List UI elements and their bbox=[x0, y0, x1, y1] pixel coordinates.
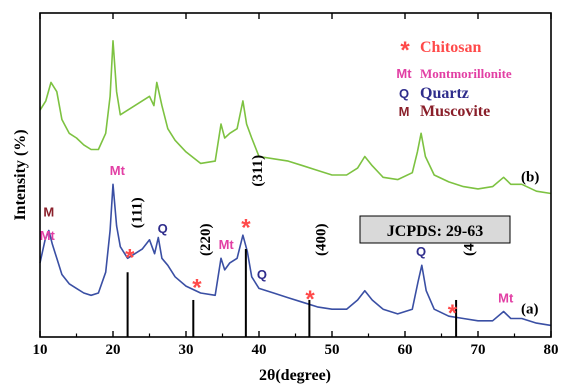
series-label-a: (a) bbox=[521, 301, 539, 317]
peak-marker: * bbox=[448, 300, 458, 327]
peak-marker: Mt bbox=[498, 290, 514, 305]
series-layer bbox=[39, 39, 552, 327]
legend-symbol: Q bbox=[399, 86, 409, 101]
jcpds-box-background bbox=[359, 215, 511, 244]
legend-symbol: Mt bbox=[396, 66, 412, 81]
x-tick-label: 80 bbox=[544, 342, 559, 358]
x-tick-label: 60 bbox=[398, 342, 413, 358]
x-tick-label: 10 bbox=[33, 342, 48, 358]
peak-marker: Q bbox=[158, 221, 168, 236]
peak-marker: Mt bbox=[219, 237, 235, 252]
peak-markers-layer: M Mt Mt * Q * Mt * Q * Q * Mt bbox=[40, 163, 514, 327]
y-axis-title: Intensity (%) bbox=[12, 129, 29, 220]
peak-marker: Q bbox=[257, 267, 267, 282]
series-label-b: (b) bbox=[521, 170, 539, 186]
legend-label: Montmorillonite bbox=[420, 66, 512, 81]
x-tick-label: 20 bbox=[106, 342, 121, 358]
x-tick-label: 40 bbox=[252, 342, 267, 358]
peak-marker: * bbox=[241, 214, 251, 241]
peak-marker: * bbox=[305, 286, 315, 313]
legend-symbol: M bbox=[399, 104, 410, 119]
jcpds-box: JCPDS: 29-63 bbox=[359, 215, 511, 244]
legend-label: Chitosan bbox=[420, 39, 481, 56]
peak-marker: M bbox=[43, 205, 54, 220]
jcpds-label: JCPDS: 29-63 bbox=[387, 223, 483, 240]
series-labels: (b) (a) bbox=[521, 170, 539, 318]
hkl-label: (111) bbox=[129, 197, 145, 228]
legend-symbol: * bbox=[400, 37, 410, 64]
legend: * Chitosan Mt Montmorillonite Q Quartz M Muscov… bbox=[396, 37, 512, 120]
hkl-label: (311) bbox=[250, 155, 266, 187]
x-tick-label: 50 bbox=[325, 342, 340, 358]
reference-lines-layer bbox=[126, 249, 458, 337]
x-axis-title: 2θ(degree) bbox=[259, 367, 331, 384]
legend-label: Muscovite bbox=[420, 103, 490, 120]
peak-marker: Q bbox=[416, 244, 426, 259]
x-axis-ticks: 10 20 30 40 50 60 70 80 bbox=[33, 13, 559, 358]
hkl-label: (400) bbox=[313, 224, 329, 257]
x-tick-label: 70 bbox=[471, 342, 486, 358]
peak-marker: Mt bbox=[40, 228, 56, 243]
peak-marker: Mt bbox=[110, 163, 126, 178]
legend-label: Quartz bbox=[420, 85, 469, 102]
hkl-label: (220) bbox=[198, 224, 214, 257]
series-line-b bbox=[39, 39, 552, 195]
x-tick-label: 30 bbox=[179, 342, 194, 358]
peak-marker: * bbox=[192, 274, 202, 301]
peak-marker: * bbox=[125, 244, 135, 271]
series-line-a bbox=[39, 183, 552, 327]
